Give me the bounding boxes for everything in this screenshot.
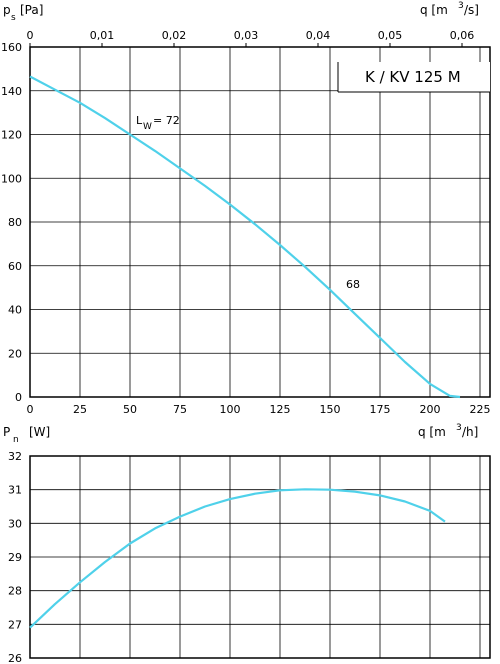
power-y-ticks: 26 27 28 29 30 31 32 (8, 450, 22, 664)
pressure-y-ticks: 0 20 40 60 80 100 120 140 160 (1, 41, 22, 404)
flow-h-tick-label: 175 (370, 403, 391, 416)
pressure-y-tick-label: 140 (1, 85, 22, 98)
lw-label-sub: W (143, 122, 152, 132)
power-y-label-unit: [W] (29, 425, 50, 439)
pressure-y-label-main: p (3, 3, 11, 17)
flow-s-tick-label: 0 (27, 29, 34, 42)
power-chart: 26 27 28 29 30 31 32 (8, 450, 491, 664)
power-y-tick-label: 32 (8, 450, 22, 463)
flow-s-tick-label: 0,06 (450, 29, 475, 42)
svg-text:p: p (3, 3, 11, 17)
power-y-axis-label: P n [W] (3, 425, 50, 445)
flow-h-tick-label: 50 (123, 403, 137, 416)
power-curve (29, 488, 446, 629)
flow-h-tick-label: 200 (420, 403, 441, 416)
flow-bottom-axis-label: q [m 3 /h] (418, 423, 478, 439)
power-y-tick-label: 27 (8, 618, 22, 631)
pressure-y-tick-label: 80 (8, 216, 22, 229)
pressure-y-label-sub: s (11, 13, 16, 23)
flow-s-ticks: 0 0,01 0,02 0,03 0,04 0,05 0,06 (27, 29, 475, 47)
pressure-y-tick-label: 160 (1, 41, 22, 54)
power-grid (30, 456, 490, 658)
flow-top-label-main: q [m (420, 3, 448, 17)
pressure-grid (30, 47, 490, 397)
power-y-label-sub: n (13, 435, 19, 445)
flow-h-tick-label: 0 (27, 403, 34, 416)
flow-top-label-sup: 3 (458, 1, 464, 11)
pressure-y-axis-label: p s [Pa] (3, 3, 43, 23)
power-y-tick-label: 29 (8, 551, 22, 564)
pressure-chart: 0 20 40 60 80 100 120 140 160 0 25 50 75 100 125 150 17… (1, 29, 491, 416)
pressure-y-tick-label: 40 (8, 304, 22, 317)
pressure-y-tick-label: 20 (8, 347, 22, 360)
pressure-y-tick-label: 120 (1, 129, 22, 142)
flow-s-tick-label: 0,02 (162, 29, 187, 42)
flow-h-tick-label: 150 (320, 403, 341, 416)
flow-s-tick-label: 0,04 (306, 29, 331, 42)
flow-s-tick-label: 0,03 (234, 29, 259, 42)
power-y-tick-label: 30 (8, 517, 22, 530)
flow-h-tick-label: 100 (220, 403, 241, 416)
flow-h-tick-label: 25 (73, 403, 87, 416)
flow-h-tick-label: 225 (470, 403, 491, 416)
pressure-frame (29, 46, 491, 398)
flow-s-tick-label: 0,01 (90, 29, 115, 42)
pressure-y-tick-label: 60 (8, 260, 22, 273)
flow-h-tick-label: 125 (270, 403, 291, 416)
lw-label-main: L (136, 114, 143, 127)
pressure-y-tick-label: 0 (15, 391, 22, 404)
power-y-tick-label: 26 (8, 652, 22, 664)
pressure-curve (29, 75, 461, 399)
power-y-label-main: P (3, 425, 10, 439)
lw-label-value: = 72 (153, 114, 180, 127)
model-title: K / KV 125 M (365, 68, 461, 86)
pressure-y-tick-label: 100 (1, 172, 22, 185)
flow-s-tick-label: 0,05 (378, 29, 403, 42)
model-title-box: K / KV 125 M (337, 62, 490, 93)
flow-h-tick-label: 75 (173, 403, 187, 416)
sound-level-label-68: 68 (346, 278, 360, 291)
flow-top-label-unit: /s] (464, 3, 479, 17)
sound-level-label-72: L W = 72 (136, 114, 180, 132)
power-frame (29, 455, 491, 659)
flow-top-axis-label: q [m 3 /s] (420, 1, 479, 17)
flow-bottom-label-main: q [m (418, 425, 446, 439)
flow-bottom-label-unit: /h] (462, 425, 478, 439)
pressure-y-label-unit: [Pa] (20, 3, 43, 17)
flow-h-ticks: 0 25 50 75 100 125 150 175 200 225 (27, 403, 491, 416)
power-y-tick-label: 28 (8, 585, 22, 598)
power-y-tick-label: 31 (8, 484, 22, 497)
flow-bottom-label-sup: 3 (456, 423, 462, 433)
